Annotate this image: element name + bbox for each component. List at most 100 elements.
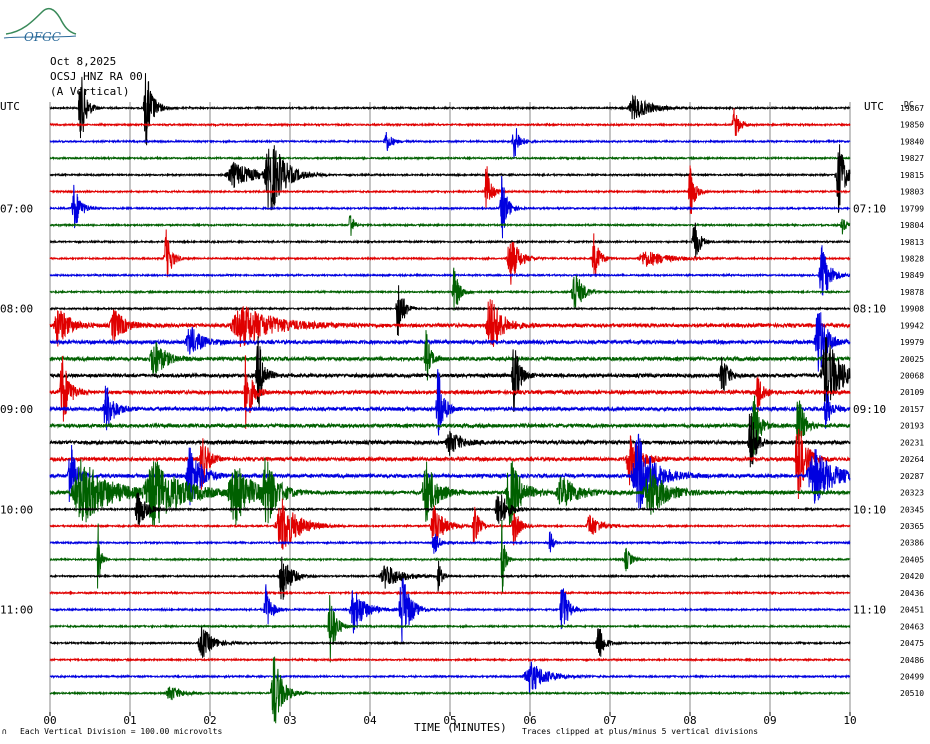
- x-tick-label: 00: [43, 714, 56, 727]
- dc-offset-label: 19867: [900, 104, 924, 113]
- dc-offset-label: 20157: [900, 405, 924, 414]
- trace-row: [49, 656, 851, 724]
- trace-row: [49, 492, 851, 527]
- trace-row: [49, 215, 851, 236]
- trace-row: [49, 395, 851, 455]
- x-tick-label: 10: [843, 714, 856, 727]
- trace-row: [49, 626, 851, 658]
- dc-offset-label: 20386: [900, 539, 924, 548]
- trace-row: [49, 128, 851, 159]
- trace-row: [49, 578, 851, 643]
- dc-offset-label: 20287: [900, 472, 924, 481]
- trace-row: [49, 229, 851, 285]
- dc-offset-label: 19979: [900, 338, 924, 347]
- dc-offset-label: 20510: [900, 689, 924, 698]
- dc-offset-label: 19804: [900, 221, 924, 230]
- trace-row: [49, 519, 851, 594]
- dc-offset-label: 19803: [900, 188, 924, 197]
- trace-row: [49, 175, 851, 239]
- dc-offset-label: 19942: [900, 321, 924, 330]
- left-time-label: 07:00: [0, 202, 33, 215]
- dc-offset-label: 20323: [900, 489, 924, 498]
- row-labels: 07:00 08:00 09:00 10:00 11:00 07:10 08:10 09:10…: [0, 104, 924, 698]
- dc-offset-label: 20475: [900, 639, 924, 648]
- trace-row: [49, 556, 851, 600]
- x-tick-label: 02: [203, 714, 216, 727]
- dc-offset-label: 19828: [900, 254, 924, 263]
- x-axis-ticks: 00 01 02 03 04 05 06 07 08 09 10: [43, 712, 857, 727]
- dc-offset-label: 19849: [900, 271, 924, 280]
- dc-offset-label: 20486: [900, 656, 924, 665]
- x-tick-label: 04: [363, 714, 377, 727]
- x-tick-label: 09: [763, 714, 776, 727]
- dc-offset-label: 20068: [900, 372, 924, 381]
- dc-offset-label: 19799: [900, 204, 924, 213]
- dc-offset-label: 19813: [900, 238, 924, 247]
- trace-row: [49, 73, 851, 146]
- footer-scale-note: Each Vertical Division = 100.00 microvol…: [20, 727, 223, 736]
- logo-hill: [5, 7, 77, 35]
- trace-row: [49, 267, 850, 311]
- dc-offset-label: 20420: [900, 572, 924, 581]
- trace-row: [49, 330, 851, 381]
- dc-offset-label: 19827: [900, 154, 924, 163]
- dc-offset-label: 20451: [900, 606, 924, 615]
- dc-offset-label: 20365: [900, 522, 924, 531]
- left-time-label: 09:00: [0, 403, 33, 416]
- logo-text: OFGC: [24, 30, 61, 44]
- dc-offset-label: 20193: [900, 422, 924, 431]
- dc-offset-label: 19878: [900, 288, 924, 297]
- x-tick-label: 03: [283, 714, 296, 727]
- trace-row: [49, 336, 851, 412]
- trace-row: [49, 222, 851, 259]
- dc-column-header: DC: [904, 100, 914, 109]
- right-axis-title: UTC: [864, 100, 884, 113]
- right-time-label: 07:10: [853, 202, 886, 215]
- dc-offset-label: 20405: [900, 555, 924, 564]
- right-time-label: 08:10: [853, 303, 886, 316]
- dc-offset-label: 20231: [900, 438, 924, 447]
- dc-offset-label: 20109: [900, 388, 924, 397]
- trace-row: [49, 245, 851, 296]
- header-component: (A Vertical): [50, 85, 130, 98]
- dc-offset-label: 19840: [900, 137, 924, 146]
- seismic-traces: [49, 73, 851, 724]
- x-tick-label: 01: [123, 714, 136, 727]
- trace-row: [49, 369, 851, 436]
- left-time-label: 11:00: [0, 604, 33, 617]
- dc-offset-label: 20025: [900, 355, 924, 364]
- trace-row: [49, 657, 851, 663]
- x-tick-label: 08: [683, 714, 696, 727]
- footer-clip-note: Traces clipped at plus/minus 5 vertical …: [522, 727, 759, 736]
- dc-offset-label: 19850: [900, 121, 924, 130]
- header-date: Oct 8,2025: [50, 55, 117, 68]
- left-axis-title: UTC: [0, 100, 20, 113]
- trace-row: [49, 285, 851, 336]
- dc-offset-label: 20499: [900, 672, 924, 681]
- dc-offset-label: 20345: [900, 505, 924, 514]
- left-time-label: 10:00: [0, 503, 33, 516]
- trace-row: [49, 413, 851, 468]
- x-tick-label: 06: [523, 714, 536, 727]
- left-time-label: 08:00: [0, 303, 33, 316]
- trace-row: [49, 355, 851, 429]
- trace-row: [49, 155, 851, 161]
- right-time-label: 10:10: [853, 503, 886, 516]
- trace-row: [49, 595, 851, 663]
- footer-mark: ∩: [2, 727, 7, 736]
- trace-row: [49, 661, 851, 693]
- dc-offset-label: 20436: [900, 589, 924, 598]
- dc-offset-label: 19815: [900, 171, 924, 180]
- trace-row: [49, 108, 851, 136]
- x-axis-title: TIME (MINUTES): [414, 721, 507, 734]
- trace-row: [49, 165, 851, 214]
- trace-row: [49, 299, 851, 347]
- trace-row: [49, 457, 851, 527]
- dc-offset-label: 20463: [900, 622, 924, 631]
- dc-offset-label: 20264: [900, 455, 924, 464]
- right-time-label: 11:10: [853, 604, 886, 617]
- right-time-label: 09:10: [853, 403, 886, 416]
- ofgc-logo: OFGC: [3, 7, 77, 44]
- logo-swoosh: [3, 35, 77, 39]
